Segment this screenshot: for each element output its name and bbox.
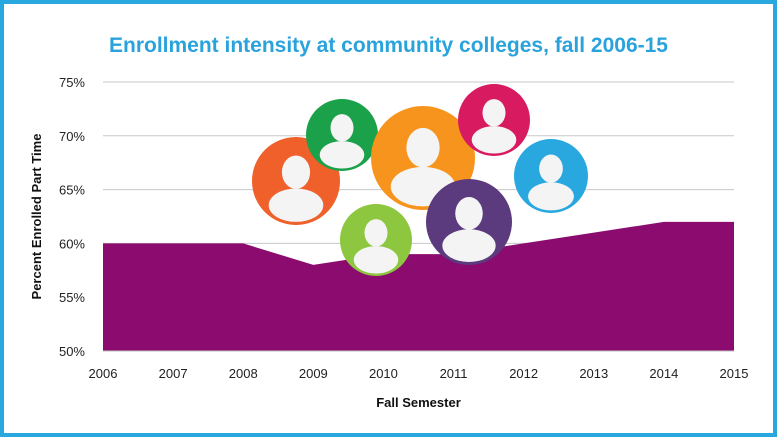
x-tick-label: 2012 xyxy=(509,366,538,381)
person-icon xyxy=(426,179,512,265)
x-tick-label: 2014 xyxy=(649,366,678,381)
x-tick-label: 2015 xyxy=(720,366,749,381)
x-tick-label: 2008 xyxy=(229,366,258,381)
y-tick-label: 55% xyxy=(59,290,85,305)
person-icon xyxy=(306,99,378,171)
y-tick-label: 75% xyxy=(59,75,85,90)
area-series xyxy=(103,221,734,351)
y-tick-label: 65% xyxy=(59,183,85,198)
person-icon xyxy=(514,139,588,213)
y-axis-label: Percent Enrolled Part Time xyxy=(29,134,44,300)
x-tick-label: 2011 xyxy=(440,366,468,381)
y-tick-labels: 50% 55% 60% 65% 70% 75% xyxy=(59,75,85,359)
person-icon xyxy=(458,84,530,156)
person-icons xyxy=(252,84,588,276)
chart-title: Enrollment intensity at community colleg… xyxy=(108,34,668,57)
x-axis-label: Fall Semester xyxy=(376,395,461,410)
y-tick-label: 70% xyxy=(59,129,85,144)
x-tick-label: 2009 xyxy=(299,366,328,381)
x-tick-label: 2007 xyxy=(159,366,188,381)
y-tick-label: 50% xyxy=(59,344,85,359)
x-tick-label: 2013 xyxy=(579,366,608,381)
y-tick-label: 60% xyxy=(59,236,85,251)
person-icon xyxy=(340,204,412,276)
x-tick-label: 2006 xyxy=(89,366,118,381)
x-tick-labels: 2006 2007 2008 2009 2010 2011 2012 2013 2014 2015 xyxy=(89,366,749,381)
x-tick-label: 2010 xyxy=(369,366,398,381)
